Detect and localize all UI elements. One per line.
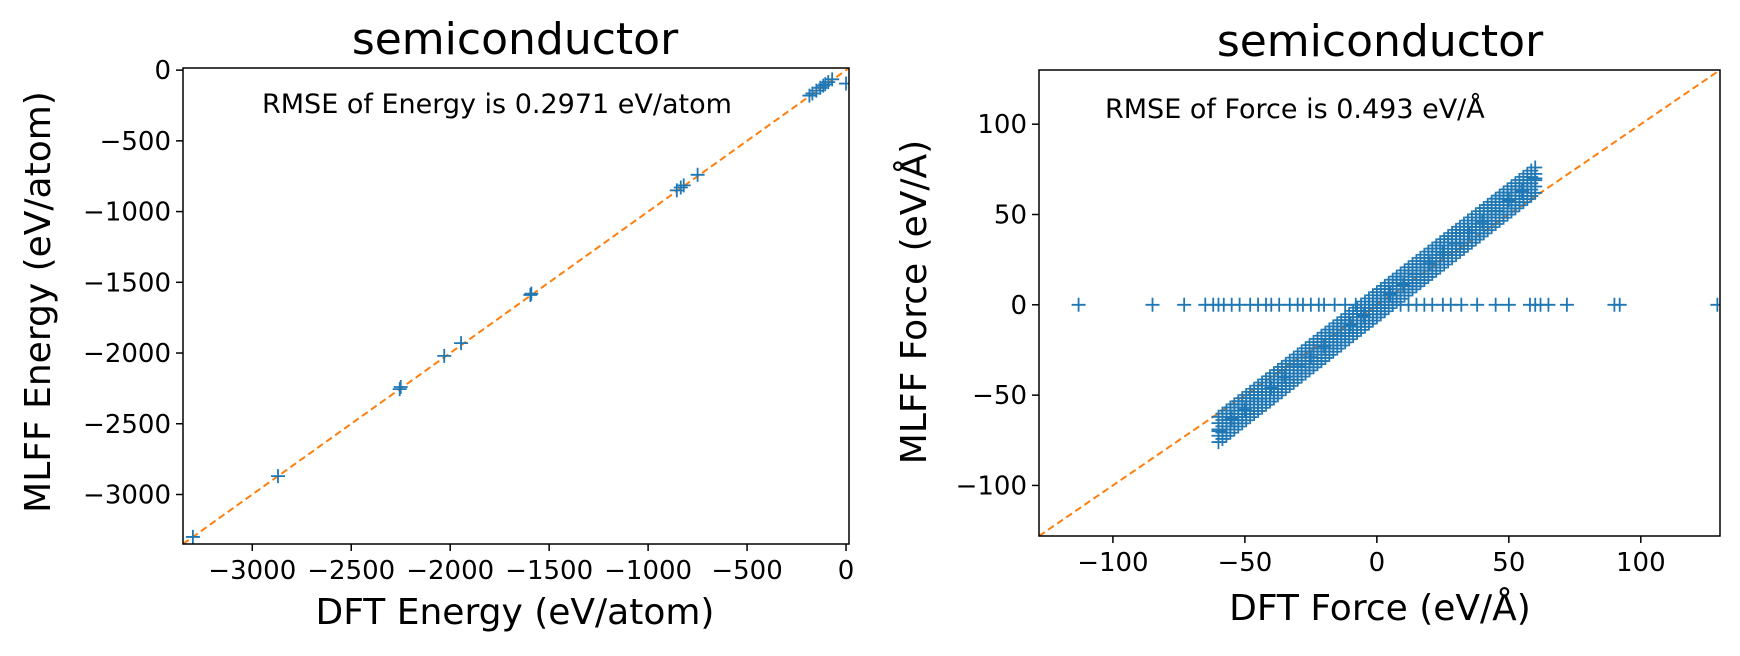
energy-data-point [437, 348, 452, 363]
force-data-point [1454, 297, 1469, 312]
force-x-tick-label: −50 [1217, 548, 1272, 578]
force-plot-area: −100 −50 0 50 100 100 50 0 −50 −100 [956, 69, 1721, 578]
energy-y-tick-label: −1500 [83, 268, 171, 298]
force-data-point [1264, 380, 1279, 395]
energy-x-tick-label: 0 [838, 556, 855, 586]
force-data-point [1237, 402, 1252, 417]
force-data-point [1528, 171, 1543, 186]
energy-y-axis-label: MLFF Energy (eV/atom) [18, 91, 59, 513]
force-y-axis-label: MLFF Force (eV/Å) [892, 140, 935, 464]
energy-x-tick-label: −1500 [505, 556, 593, 586]
energy-data-point [673, 180, 688, 195]
force-chart-title: semiconductor [1217, 16, 1544, 67]
energy-x-tick-label: −1000 [604, 556, 692, 586]
force-points [1071, 160, 1720, 450]
force-x-tick-label: 0 [1369, 548, 1386, 578]
force-y-tick-label: −50 [972, 381, 1027, 411]
energy-data-point [690, 167, 705, 182]
force-data-point [1515, 184, 1530, 199]
force-data-point [1501, 297, 1516, 312]
force-y-tick-label: 0 [1010, 291, 1027, 321]
energy-y-tick-label: 0 [154, 56, 171, 86]
force-data-point [1224, 411, 1239, 426]
force-rmse-annotation: RMSE of Force is 0.493 eV/Å [1105, 93, 1485, 125]
force-reference-line [1039, 70, 1720, 536]
energy-data-point [524, 286, 539, 301]
force-data-point [1211, 424, 1226, 439]
energy-axes-frame [182, 67, 850, 545]
energy-y-tick-label: −500 [100, 127, 171, 157]
force-data-point [1356, 308, 1371, 323]
energy-data-point [676, 178, 691, 193]
force-data-point [1559, 297, 1574, 312]
energy-data-point [523, 288, 538, 303]
energy-reference-line [183, 68, 849, 544]
energy-data-point [839, 76, 849, 91]
force-data-point [1071, 297, 1086, 312]
force-data-point [1303, 350, 1318, 365]
energy-y-tick-label: −2500 [83, 410, 171, 440]
force-data-point [1710, 297, 1720, 312]
force-y-tick-label: −100 [956, 471, 1027, 501]
force-data-point [1541, 297, 1556, 312]
force-data-point [1330, 328, 1345, 343]
force-axes-frame [1038, 69, 1721, 537]
energy-x-tick-label: −3000 [208, 556, 296, 586]
force-data-point [1251, 391, 1266, 406]
force-x-axis-label: DFT Force (eV/Å) [1229, 586, 1531, 629]
energy-y-tick-label: −2000 [83, 339, 171, 369]
force-data-point [1475, 214, 1490, 229]
force-data-point [1145, 297, 1160, 312]
force-data-point [1612, 297, 1627, 312]
force-x-tick-label: 50 [1492, 548, 1525, 578]
force-data-point [1470, 297, 1485, 312]
force-y-tick-label: 50 [994, 200, 1027, 230]
force-data-point [1383, 286, 1398, 301]
force-data-point [1177, 297, 1192, 312]
energy-points [185, 72, 849, 544]
energy-chart-title: semiconductor [352, 14, 679, 65]
force-data-point [1369, 297, 1384, 312]
energy-x-axis-label: DFT Energy (eV/atom) [316, 592, 715, 633]
force-x-tick-label: 100 [1616, 548, 1666, 578]
force-data-point [1277, 370, 1292, 385]
force-data-point [1348, 297, 1363, 312]
energy-x-tick-label: −500 [711, 556, 782, 586]
force-data-point [1488, 297, 1503, 312]
force-y-tick-label: 100 [977, 110, 1027, 140]
force-band-point [1524, 163, 1539, 178]
energy-plot-area: −3000 −2500 −2000 −1500 −1000 −500 0 0 −500 −1000… [83, 56, 854, 586]
energy-y-tick-label: −3000 [83, 480, 171, 510]
energy-x-tick-label: −2500 [307, 556, 395, 586]
energy-data-point [454, 336, 469, 351]
energy-rmse-annotation: RMSE of Energy is 0.2971 eV/atom [262, 89, 732, 120]
energy-data-point [271, 469, 286, 484]
force-data-point [1317, 339, 1332, 354]
force-data-point [1462, 225, 1477, 240]
force-data-point [1449, 236, 1464, 251]
force-data-point [1488, 203, 1503, 218]
energy-data-point [825, 72, 840, 87]
energy-x-tick-label: −2000 [406, 556, 494, 586]
energy-panel: semiconductor RMSE of Energy is 0.2971 e… [18, 14, 854, 633]
force-data-point [1422, 256, 1437, 271]
energy-data-point [185, 529, 200, 544]
energy-y-tick-label: −1000 [83, 198, 171, 228]
force-panel: semiconductor RMSE of Force is 0.493 eV/… [892, 16, 1721, 629]
force-data-point [1396, 277, 1411, 292]
force-x-tick-label: −100 [1077, 548, 1148, 578]
force-data-point [1501, 193, 1516, 208]
force-data-point [1290, 359, 1305, 374]
force-data-point [1343, 317, 1358, 332]
energy-data-point [392, 382, 407, 397]
force-data-point [1409, 267, 1424, 282]
force-data-point [1435, 245, 1450, 260]
energy-data-point [393, 379, 408, 394]
